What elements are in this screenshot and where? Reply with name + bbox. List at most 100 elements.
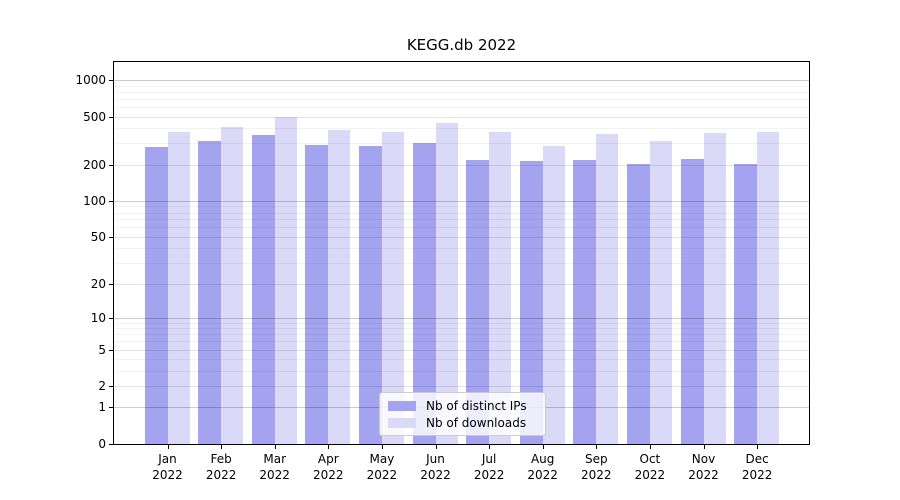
gridline-minor-9 — [114, 322, 809, 324]
bar-distinct-ips-aug-2022 — [519, 161, 543, 444]
gridline-minor-400 — [114, 128, 809, 130]
bar-distinct-ips-nov-2022 — [680, 158, 704, 444]
y-tick-label-1: 1 — [98, 400, 106, 415]
gridline-minor-6 — [114, 341, 809, 343]
bar-distinct-ips-sep-2022 — [573, 160, 597, 444]
legend-label-downloads: Nb of downloads — [426, 415, 527, 430]
x-tick-label-may-2022: May 2022 — [366, 452, 398, 482]
x-tick-sep-2022 — [596, 445, 598, 449]
bar-distinct-ips-mar-2022 — [251, 135, 275, 444]
legend-swatch-distinct-ips — [388, 400, 416, 411]
legend-item-distinct-ips: Nb of distinct IPs — [388, 399, 537, 413]
x-tick-label-jan-2022: Jan 2022 — [152, 452, 183, 482]
x-tick-label-oct-2022: Oct 2022 — [634, 452, 666, 482]
legend-label-distinct-ips: Nb of distinct IPs — [426, 398, 527, 413]
x-tick-apr-2022 — [328, 445, 330, 449]
x-tick-dec-2022 — [757, 445, 759, 449]
gridline-minor-4 — [114, 359, 809, 361]
x-tick-nov-2022 — [703, 445, 705, 449]
gridline-minor-600 — [114, 106, 809, 108]
x-tick-label-nov-2022: Nov 2022 — [688, 452, 719, 482]
x-tick-label-jul-2022: Jul 2022 — [473, 452, 505, 482]
gridline-100 — [114, 200, 809, 202]
y-tick-1 — [109, 407, 113, 409]
x-tick-label-dec-2022: Dec 2022 — [741, 452, 773, 482]
x-tick-mar-2022 — [274, 445, 276, 449]
bar-downloads-sep-2022 — [596, 133, 619, 444]
gridline-minor-40 — [114, 248, 809, 250]
y-tick-10 — [109, 317, 113, 319]
x-tick-may-2022 — [381, 445, 383, 449]
x-tick-jan-2022 — [167, 445, 169, 449]
y-tick-label-500: 500 — [83, 109, 106, 124]
legend-swatch-downloads — [388, 417, 416, 428]
bar-downloads-dec-2022 — [757, 132, 780, 444]
legend-item-downloads: Nb of downloads — [388, 416, 537, 430]
bar-distinct-ips-feb-2022 — [198, 141, 222, 444]
bar-distinct-ips-dec-2022 — [734, 164, 758, 444]
x-tick-aug-2022 — [542, 445, 544, 449]
y-tick-label-100: 100 — [83, 193, 106, 208]
y-tick-label-10: 10 — [90, 310, 106, 325]
chart-title: KEGG.db 2022 — [406, 36, 517, 54]
gridline-500 — [114, 116, 809, 118]
bar-downloads-oct-2022 — [649, 140, 672, 444]
gridline-20 — [114, 283, 809, 285]
gridline-minor-60 — [114, 227, 809, 229]
y-tick-label-50: 50 — [90, 229, 106, 244]
bar-downloads-may-2022 — [381, 131, 404, 444]
y-tick-label-1000: 1000 — [75, 73, 106, 88]
x-tick-label-jun-2022: Jun 2022 — [420, 452, 451, 482]
y-tick-label-0: 0 — [98, 437, 106, 451]
gridline-minor-90 — [114, 206, 809, 208]
gridline-minor-8 — [114, 328, 809, 330]
x-tick-label-aug-2022: Aug 2022 — [527, 452, 558, 482]
bar-distinct-ips-jul-2022 — [466, 159, 490, 444]
legend: Nb of distinct IPs Nb of downloads — [379, 392, 546, 436]
bar-downloads-mar-2022 — [274, 116, 297, 444]
gridline-minor-30 — [114, 263, 809, 265]
y-tick-2 — [109, 386, 113, 388]
bar-distinct-ips-may-2022 — [358, 145, 382, 444]
y-tick-20 — [109, 283, 113, 285]
bar-downloads-jan-2022 — [167, 132, 190, 444]
gridline-minor-300 — [114, 143, 809, 145]
gridline-1000 — [114, 80, 809, 82]
y-tick-200 — [109, 164, 113, 166]
bar-downloads-jun-2022 — [435, 123, 458, 444]
y-tick-label-5: 5 — [98, 342, 106, 357]
y-tick-50 — [109, 236, 113, 238]
bar-downloads-nov-2022 — [703, 133, 726, 444]
x-tick-feb-2022 — [221, 445, 223, 449]
x-tick-oct-2022 — [649, 445, 651, 449]
gridline-minor-800 — [114, 91, 809, 93]
y-tick-500 — [109, 116, 113, 118]
gridline-2 — [114, 386, 809, 388]
y-tick-5 — [109, 349, 113, 351]
gridline-minor-900 — [114, 85, 809, 87]
x-tick-label-mar-2022: Mar 2022 — [259, 452, 290, 482]
y-tick-label-200: 200 — [83, 157, 106, 172]
bar-downloads-jul-2022 — [489, 132, 512, 444]
y-tick-1000 — [109, 80, 113, 82]
x-tick-label-sep-2022: Sep 2022 — [581, 452, 612, 482]
y-tick-0 — [109, 444, 113, 445]
gridline-minor-3 — [114, 370, 809, 372]
bar-distinct-ips-jun-2022 — [412, 143, 436, 444]
x-tick-label-feb-2022: Feb 2022 — [205, 452, 237, 482]
x-tick-label-apr-2022: Apr 2022 — [313, 452, 344, 482]
gridline-50 — [114, 236, 809, 238]
bar-downloads-apr-2022 — [328, 129, 351, 444]
gridline-minor-70 — [114, 219, 809, 221]
bar-distinct-ips-jan-2022 — [144, 146, 168, 444]
bar-downloads-aug-2022 — [542, 146, 565, 444]
gridline-200 — [114, 164, 809, 166]
gridline-10 — [114, 317, 809, 319]
bar-distinct-ips-oct-2022 — [626, 163, 650, 444]
y-tick-label-20: 20 — [90, 276, 106, 291]
bar-distinct-ips-apr-2022 — [305, 145, 329, 444]
gridline-5 — [114, 349, 809, 351]
x-tick-jul-2022 — [489, 445, 491, 449]
y-tick-100 — [109, 200, 113, 202]
